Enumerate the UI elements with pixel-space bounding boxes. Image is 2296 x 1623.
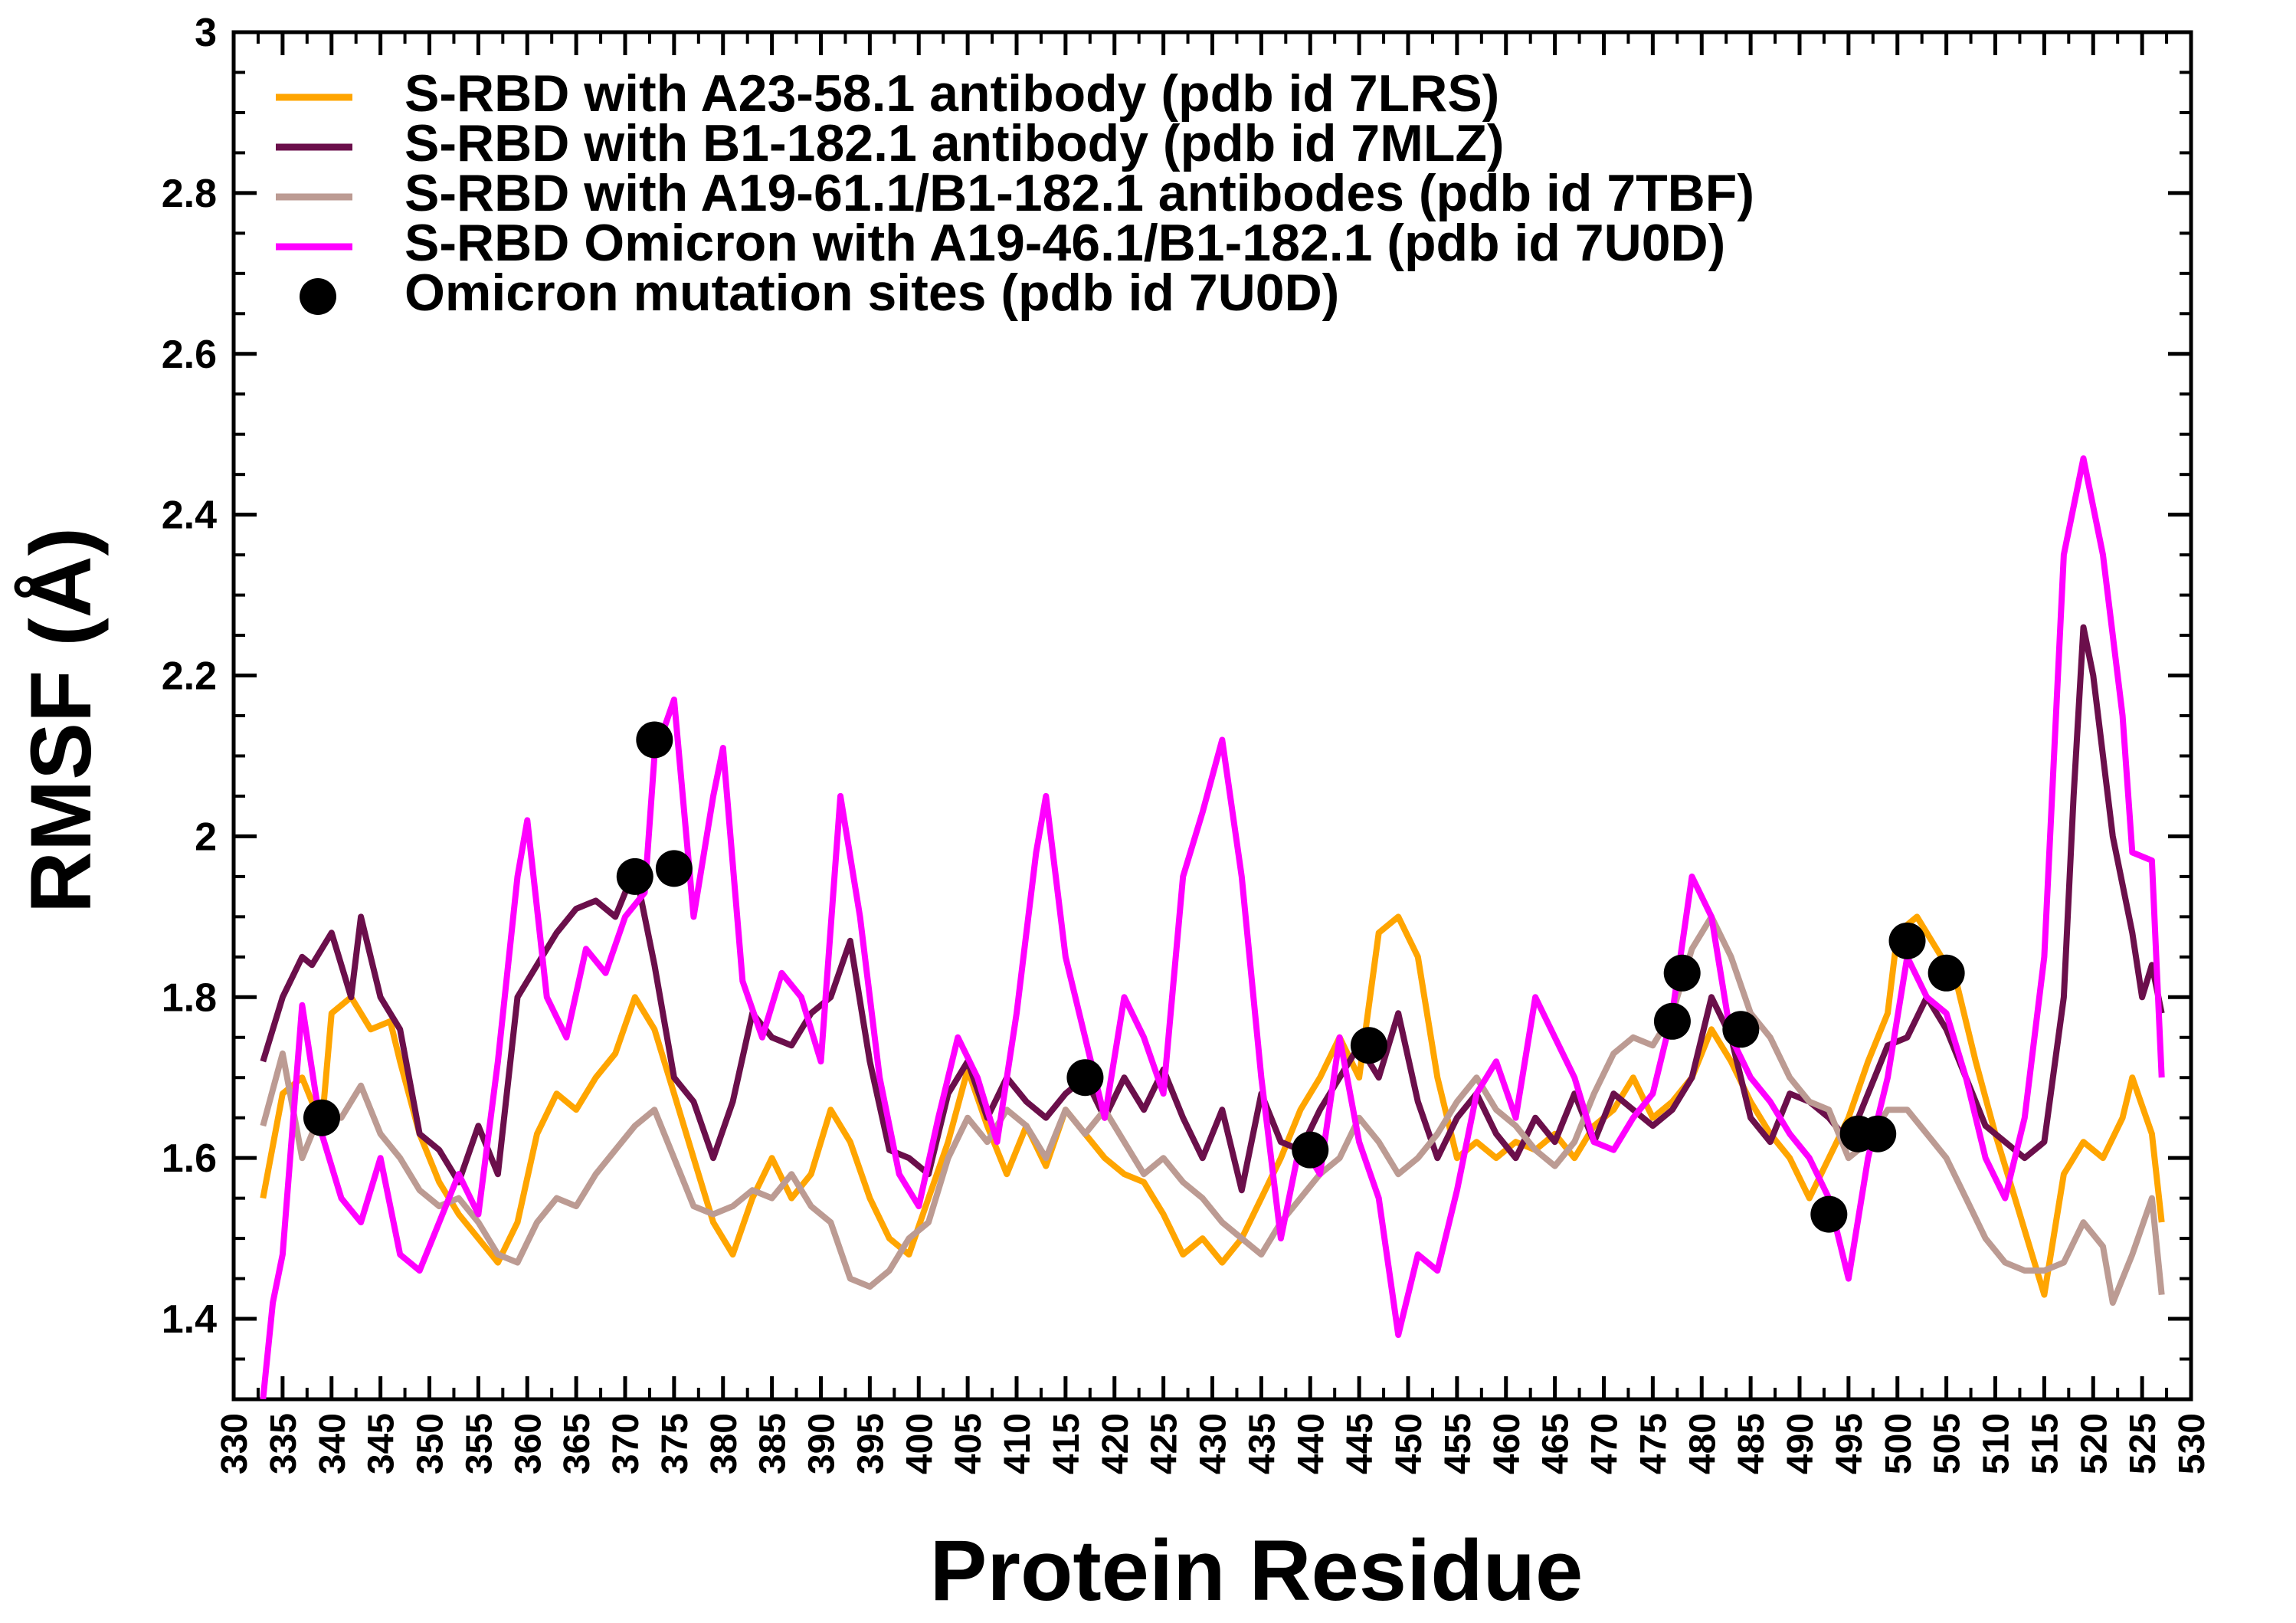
- mutation-site-marker: [303, 1099, 340, 1136]
- y-tick-label: 1.4: [162, 1297, 217, 1342]
- x-tick-label: 440: [1291, 1413, 1331, 1474]
- axes-layer: 1.4 1.6 1.8 2 2.2 2.4 2.6 2.8 3 330 335 340 345 350 35…: [162, 11, 2212, 1474]
- x-tick-label: 390: [802, 1413, 843, 1474]
- legend-label-4: S-RBD Omicron with A19-46.1/B1-182.1 (pd…: [405, 214, 1725, 272]
- x-tick-label: 435: [1242, 1413, 1282, 1474]
- x-tick-label: 465: [1536, 1413, 1577, 1474]
- x-tick-label: 455: [1438, 1413, 1479, 1474]
- x-tick-label: 370: [606, 1413, 647, 1474]
- mutation-points-layer: [303, 721, 1965, 1233]
- x-tick-label: 345: [362, 1413, 402, 1474]
- x-tick-label: 475: [1633, 1413, 1674, 1474]
- y-tick-label: 2.6: [162, 333, 217, 377]
- x-tick-label: 400: [899, 1413, 940, 1474]
- y-tick-label: 2.2: [162, 654, 217, 699]
- x-tick-label: 460: [1487, 1413, 1528, 1474]
- y-tick-label: 2.8: [162, 172, 217, 216]
- x-tick-label: 530: [2172, 1413, 2212, 1474]
- x-tick-label: 360: [508, 1413, 549, 1474]
- y-tick-label: 2: [195, 815, 217, 859]
- y-tick-label: 2.4: [162, 493, 217, 538]
- x-tick-label: 385: [753, 1413, 794, 1474]
- y-axis-label: RMSF (Å): [13, 527, 109, 913]
- legend: S-RBD with A23-58.1 antibody (pdb id 7LR…: [276, 64, 1754, 322]
- y-tick-label: 1.6: [162, 1136, 217, 1181]
- mutation-site-marker: [1653, 1002, 1691, 1040]
- x-tick-label: 485: [1731, 1413, 1772, 1474]
- mutation-site-marker: [1292, 1131, 1329, 1169]
- mutation-site-marker: [1810, 1195, 1848, 1233]
- mutation-site-marker: [616, 857, 653, 895]
- y-tick-label: 1.8: [162, 975, 217, 1020]
- x-tick-label: 510: [1977, 1413, 2017, 1474]
- x-tick-label: 470: [1585, 1413, 1626, 1474]
- legend-label-5: Omicron mutation sites (pdb id 7U0D): [405, 264, 1339, 322]
- x-tick-label: 340: [313, 1413, 353, 1474]
- mutation-site-marker: [655, 850, 693, 887]
- x-tick-label: 445: [1340, 1413, 1381, 1474]
- legend-label-2: S-RBD with B1-182.1 antibody (pdb id 7ML…: [405, 114, 1505, 172]
- x-tick-label: 415: [1046, 1413, 1087, 1474]
- x-tick-label: 395: [850, 1413, 891, 1474]
- mutation-site-marker: [1663, 954, 1701, 992]
- x-tick-label: 450: [1389, 1413, 1430, 1474]
- x-tick-label: 380: [704, 1413, 745, 1474]
- x-tick-label: 520: [2074, 1413, 2114, 1474]
- mutation-site-marker: [1888, 922, 1926, 959]
- x-tick-label: 430: [1194, 1413, 1234, 1474]
- x-tick-label: 355: [459, 1413, 499, 1474]
- x-tick-label: 420: [1096, 1413, 1136, 1474]
- x-tick-label: 335: [264, 1413, 304, 1474]
- x-axis-label: Protein Residue: [930, 1523, 1584, 1618]
- x-tick-label: 330: [215, 1413, 255, 1474]
- mutation-site-marker: [636, 721, 673, 759]
- x-tick-label: 350: [411, 1413, 451, 1474]
- series-line-1: [260, 913, 2165, 1298]
- x-tick-label: 495: [1829, 1413, 1870, 1474]
- x-tick-label: 525: [2123, 1413, 2163, 1474]
- mutation-site-marker: [1928, 954, 1965, 992]
- x-tick-label: 500: [1878, 1413, 1919, 1474]
- x-tick-label: 375: [655, 1413, 696, 1474]
- y-tick-label: 3: [195, 11, 217, 55]
- series-line-4: [260, 455, 2165, 1399]
- x-tick-label: 490: [1780, 1413, 1821, 1474]
- x-tick-label: 505: [1928, 1413, 1968, 1474]
- x-tick-label: 410: [997, 1413, 1038, 1474]
- x-tick-label: 405: [948, 1413, 989, 1474]
- legend-label-3: S-RBD with A19-61.1/B1-182.1 antibodes (…: [405, 164, 1754, 222]
- x-tick-label: 425: [1145, 1413, 1185, 1474]
- legend-label-1: S-RBD with A23-58.1 antibody (pdb id 7LR…: [405, 64, 1499, 123]
- x-tick-label: 515: [2025, 1413, 2065, 1474]
- mutation-site-marker: [1350, 1027, 1387, 1064]
- mutation-site-marker: [1066, 1059, 1104, 1097]
- mutation-site-marker: [1722, 1011, 1760, 1048]
- legend-marker: [300, 278, 336, 315]
- mutation-site-marker: [1859, 1115, 1897, 1152]
- series-layer: [260, 455, 2165, 1399]
- x-tick-label: 480: [1682, 1413, 1723, 1474]
- x-tick-label: 365: [557, 1413, 598, 1474]
